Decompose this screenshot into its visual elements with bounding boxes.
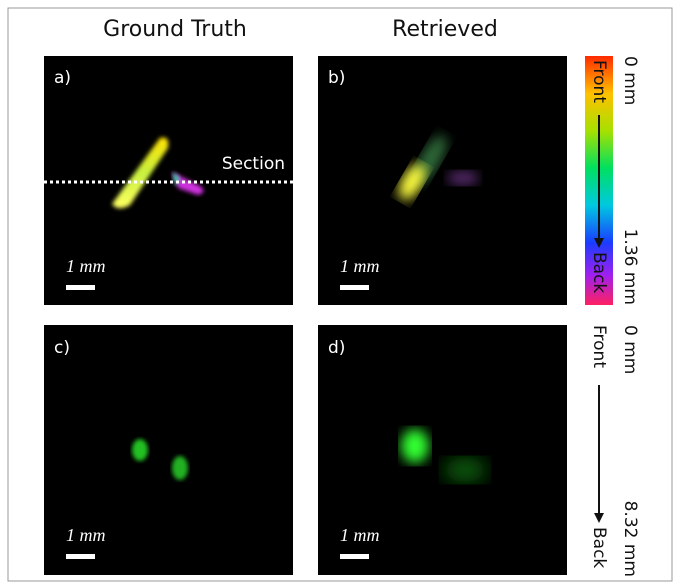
scale-bar-label: 1 mm bbox=[66, 256, 106, 276]
scale-bar-label: 1 mm bbox=[340, 525, 380, 545]
panel: b) 1 mm bbox=[318, 56, 567, 305]
column-header: Ground Truth bbox=[103, 17, 247, 42]
scale-bar-label: 1 mm bbox=[340, 256, 380, 276]
panel-label: d) bbox=[328, 338, 345, 358]
panel: d) 1 mm bbox=[318, 325, 567, 575]
depth-scale: Front Back 0 mm 8.32 mm bbox=[589, 325, 640, 577]
depth-scale: Front Back 0 mm 1.36 mm bbox=[585, 56, 640, 305]
annotation: Section bbox=[222, 154, 285, 174]
figure: Ground Truth Retrieved a) Section 1 mm b… bbox=[0, 0, 680, 582]
panel: c) 1 mm bbox=[44, 325, 293, 575]
depth-top: 0 mm bbox=[620, 56, 640, 105]
panel-label: b) bbox=[328, 68, 345, 88]
panel-label: a) bbox=[54, 68, 71, 88]
front-label: Front bbox=[589, 325, 609, 368]
depth-bottom: 1.36 mm bbox=[620, 229, 640, 305]
back-label: Back bbox=[589, 527, 609, 568]
depth-bottom: 8.32 mm bbox=[620, 501, 640, 577]
panel: a) Section 1 mm bbox=[44, 56, 293, 305]
scale-bar-label: 1 mm bbox=[66, 525, 106, 545]
column-header: Retrieved bbox=[392, 17, 498, 42]
depth-top: 0 mm bbox=[620, 325, 640, 374]
front-label: Front bbox=[589, 60, 609, 103]
panel-label: c) bbox=[54, 338, 70, 358]
back-label: Back bbox=[589, 252, 609, 293]
